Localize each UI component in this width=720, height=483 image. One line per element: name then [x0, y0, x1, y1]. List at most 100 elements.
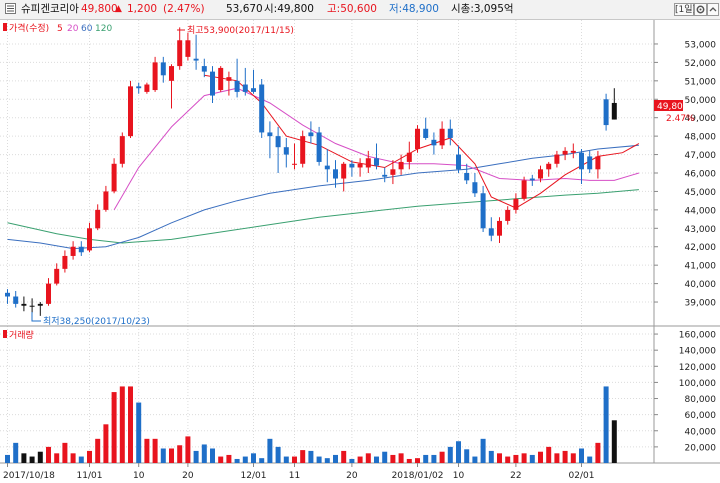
- date-tick-label: 02/01: [569, 471, 595, 481]
- volume-bar: [218, 456, 224, 463]
- volume-bar: [210, 448, 215, 463]
- volume-legend: 거래량: [3, 329, 34, 341]
- candle-body: [570, 150, 576, 153]
- volume-bar: [398, 453, 404, 463]
- volume-bar: [505, 456, 511, 463]
- volume-bars: [5, 386, 617, 463]
- candle-body: [103, 191, 109, 210]
- candle-body: [308, 132, 314, 137]
- candle-body: [267, 132, 273, 137]
- current-price-box: [654, 100, 683, 111]
- ma120-line: [7, 189, 639, 244]
- candle-body: [562, 150, 568, 155]
- legend-ma5: 5: [57, 24, 63, 34]
- volume-bar: [111, 392, 117, 463]
- date-tick-label: 11: [289, 471, 300, 481]
- volume-bar: [316, 456, 322, 463]
- candle-body: [62, 255, 68, 269]
- volume-bar: [406, 458, 412, 463]
- volume-bar: [324, 458, 330, 463]
- volume-bar: [562, 450, 568, 463]
- price-tick-label: 42,000: [685, 243, 717, 253]
- candle-body: [595, 156, 601, 170]
- volume-bar: [283, 456, 289, 463]
- candle-body: [119, 136, 125, 164]
- candle-body: [365, 158, 371, 168]
- list-icon[interactable]: [5, 3, 16, 14]
- candle-body: [259, 84, 265, 133]
- volume-legend-label: 거래량: [9, 329, 34, 341]
- candle-body: [5, 292, 10, 297]
- candle-body: [431, 139, 437, 146]
- chevron-up-icon[interactable]: [707, 3, 719, 16]
- candle-body: [160, 62, 166, 76]
- candle-body: [603, 99, 609, 126]
- volume-bar: [128, 386, 133, 463]
- candle-body: [406, 152, 412, 162]
- price-tick-label: 41,000: [685, 262, 717, 272]
- ma60-line: [7, 144, 639, 250]
- candle-body: [144, 84, 150, 92]
- max-price-annotation: 최고53,900(2017/11/15): [177, 25, 294, 36]
- candle-body: [201, 66, 207, 72]
- volume-tick-label: 40,000: [685, 427, 717, 437]
- date-tick-label: 20: [346, 471, 358, 481]
- candle-body: [382, 174, 388, 177]
- volume-bar: [242, 456, 248, 463]
- candle-body: [488, 228, 494, 236]
- date-tick-label: 2017/10/18: [3, 471, 55, 481]
- candle-body: [251, 88, 256, 92]
- candle-body: [128, 86, 133, 137]
- current-percent-tag: 2.47%: [666, 114, 695, 124]
- volume-bar: [152, 438, 158, 463]
- volume-tick-label: 160,000: [679, 331, 716, 341]
- volume-bar: [611, 420, 617, 463]
- candle-body: [374, 158, 379, 166]
- current-price-marker: 49,800 2.47%: [654, 100, 695, 124]
- candle-body: [54, 268, 60, 284]
- candle-body: [111, 163, 117, 192]
- volume-bar: [382, 451, 388, 463]
- volume-bar: [595, 442, 601, 463]
- volume-tick-label: 60,000: [685, 411, 717, 421]
- volume-bar: [464, 449, 470, 463]
- volume-bar: [554, 453, 560, 463]
- date-tick-label: 11/01: [77, 471, 103, 481]
- volume-bar: [431, 454, 437, 463]
- legend-ma20: 20: [67, 24, 79, 34]
- stock-header-bar: 슈피겐코리아 49,800 ▲ 1,200 (2.47%) 53,670 시:4…: [0, 0, 720, 20]
- volume-bar: [160, 448, 166, 463]
- volume-bar: [390, 454, 396, 463]
- candle-body: [185, 40, 191, 57]
- candle-body: [21, 303, 27, 306]
- market-cap: 시총:3,095억: [451, 3, 514, 15]
- volume-bar: [37, 451, 43, 463]
- candle-body: [439, 128, 445, 146]
- volume-bar: [497, 453, 502, 463]
- volume-bar: [374, 456, 379, 463]
- volume-bar: [538, 451, 543, 463]
- min-annotation-line: [31, 312, 41, 322]
- candle-body: [464, 173, 470, 181]
- volume-bar: [70, 453, 76, 463]
- volume-bar: [177, 445, 183, 463]
- legend-ma120: 120: [95, 24, 112, 34]
- candle-body: [210, 71, 215, 96]
- volume-bar: [54, 453, 60, 463]
- period-button[interactable]: [1일]: [674, 3, 697, 16]
- price-legend: 가격(수정) 5 20 60 120: [3, 22, 112, 34]
- price-tick-label: 40,000: [685, 280, 717, 290]
- volume-bar: [439, 451, 445, 463]
- price-tick-label: 50,000: [685, 96, 717, 106]
- volume-bar: [119, 386, 125, 463]
- price-tick-label: 49,000: [685, 114, 717, 124]
- candle-body: [546, 163, 552, 170]
- stock-name: 슈피겐코리아: [21, 3, 79, 15]
- candle-body: [234, 80, 240, 92]
- stock-chart[interactable]: 53,000 52,000 51,000 50,000 49,000 48,000 47,0…: [0, 20, 720, 483]
- candle-body: [349, 163, 355, 168]
- volume-bar: [169, 448, 174, 463]
- gear-icon[interactable]: [694, 3, 707, 16]
- min-price-annotation: 최저38,250(2017/10/23): [31, 312, 150, 327]
- candle-body: [292, 163, 297, 165]
